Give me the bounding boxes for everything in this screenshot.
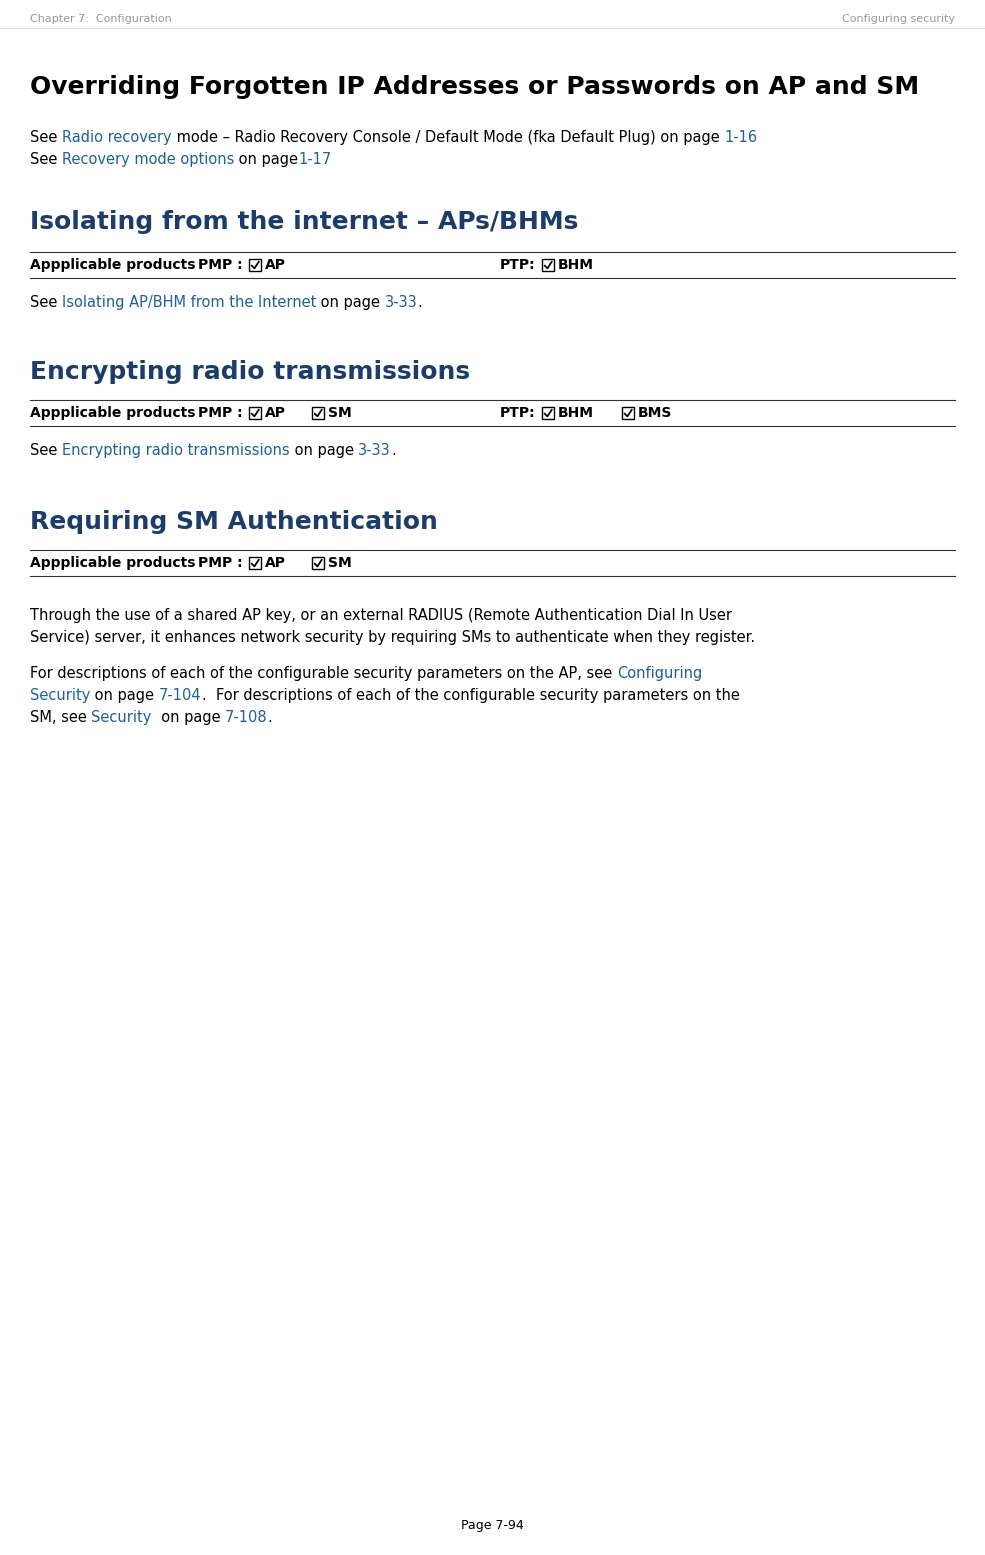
Text: AP: AP xyxy=(265,258,286,272)
Text: 7-104: 7-104 xyxy=(159,687,202,703)
Text: on page: on page xyxy=(316,295,385,309)
Text: PMP :: PMP : xyxy=(198,406,242,420)
Text: Service) server, it enhances network security by requiring SMs to authenticate w: Service) server, it enhances network sec… xyxy=(30,630,755,645)
Text: SM: SM xyxy=(328,406,352,420)
Text: mode – Radio Recovery Console / Default Mode (fka Default Plug) on page: mode – Radio Recovery Console / Default … xyxy=(171,131,724,145)
Text: Requiring SM Authentication: Requiring SM Authentication xyxy=(30,510,438,533)
Text: Page 7-94: Page 7-94 xyxy=(461,1519,523,1532)
Text: See: See xyxy=(30,443,62,459)
Text: BHM: BHM xyxy=(558,258,594,272)
Text: on page: on page xyxy=(234,152,298,166)
Text: .: . xyxy=(391,443,396,459)
Bar xyxy=(312,407,324,418)
Text: See: See xyxy=(30,152,62,166)
Text: 1-17: 1-17 xyxy=(298,152,332,166)
Text: Encrypting radio transmissions: Encrypting radio transmissions xyxy=(30,361,470,384)
Bar xyxy=(622,407,634,418)
Text: Security: Security xyxy=(30,687,91,703)
Text: Recovery mode options: Recovery mode options xyxy=(62,152,234,166)
Bar xyxy=(249,407,261,418)
Bar xyxy=(249,260,261,271)
Text: 7-108: 7-108 xyxy=(226,711,268,725)
Bar xyxy=(312,557,324,569)
Text: PMP :: PMP : xyxy=(198,557,242,571)
Text: BMS: BMS xyxy=(638,406,673,420)
Text: .: . xyxy=(418,295,423,309)
Text: Chapter 7:  Configuration: Chapter 7: Configuration xyxy=(30,14,171,23)
Text: AP: AP xyxy=(265,557,286,571)
Text: Isolating from the internet – APs/BHMs: Isolating from the internet – APs/BHMs xyxy=(30,210,578,233)
Text: PMP :: PMP : xyxy=(198,258,242,272)
Text: Appplicable products: Appplicable products xyxy=(30,557,195,571)
Text: PTP:: PTP: xyxy=(500,258,536,272)
Text: Configuring: Configuring xyxy=(617,666,702,681)
Text: BHM: BHM xyxy=(558,406,594,420)
Text: 3-33: 3-33 xyxy=(385,295,418,309)
Text: PTP:: PTP: xyxy=(500,406,536,420)
Text: Encrypting radio transmissions: Encrypting radio transmissions xyxy=(62,443,290,459)
Text: Isolating AP/BHM from the Internet: Isolating AP/BHM from the Internet xyxy=(62,295,316,309)
Text: Appplicable products: Appplicable products xyxy=(30,258,195,272)
Text: Appplicable products: Appplicable products xyxy=(30,406,195,420)
Text: Through the use of a shared AP key, or an external RADIUS (Remote Authentication: Through the use of a shared AP key, or a… xyxy=(30,608,732,624)
Text: SM: SM xyxy=(328,557,352,571)
Text: For descriptions of each of the configurable security parameters on the AP, see: For descriptions of each of the configur… xyxy=(30,666,617,681)
Text: .  For descriptions of each of the configurable security parameters on the: . For descriptions of each of the config… xyxy=(202,687,740,703)
Text: See: See xyxy=(30,295,62,309)
Bar xyxy=(542,407,554,418)
Text: SM, see: SM, see xyxy=(30,711,92,725)
Text: .: . xyxy=(268,711,273,725)
Text: Security: Security xyxy=(92,711,152,725)
Text: 3-33: 3-33 xyxy=(359,443,391,459)
Text: Overriding Forgotten IP Addresses or Passwords on AP and SM: Overriding Forgotten IP Addresses or Pas… xyxy=(30,75,919,100)
Bar xyxy=(249,557,261,569)
Text: 1-16: 1-16 xyxy=(724,131,757,145)
Text: on page: on page xyxy=(290,443,359,459)
Text: on page: on page xyxy=(152,711,226,725)
Bar xyxy=(542,260,554,271)
Text: Radio recovery: Radio recovery xyxy=(62,131,171,145)
Text: AP: AP xyxy=(265,406,286,420)
Text: Configuring security: Configuring security xyxy=(842,14,955,23)
Text: See: See xyxy=(30,131,62,145)
Text: on page: on page xyxy=(91,687,159,703)
